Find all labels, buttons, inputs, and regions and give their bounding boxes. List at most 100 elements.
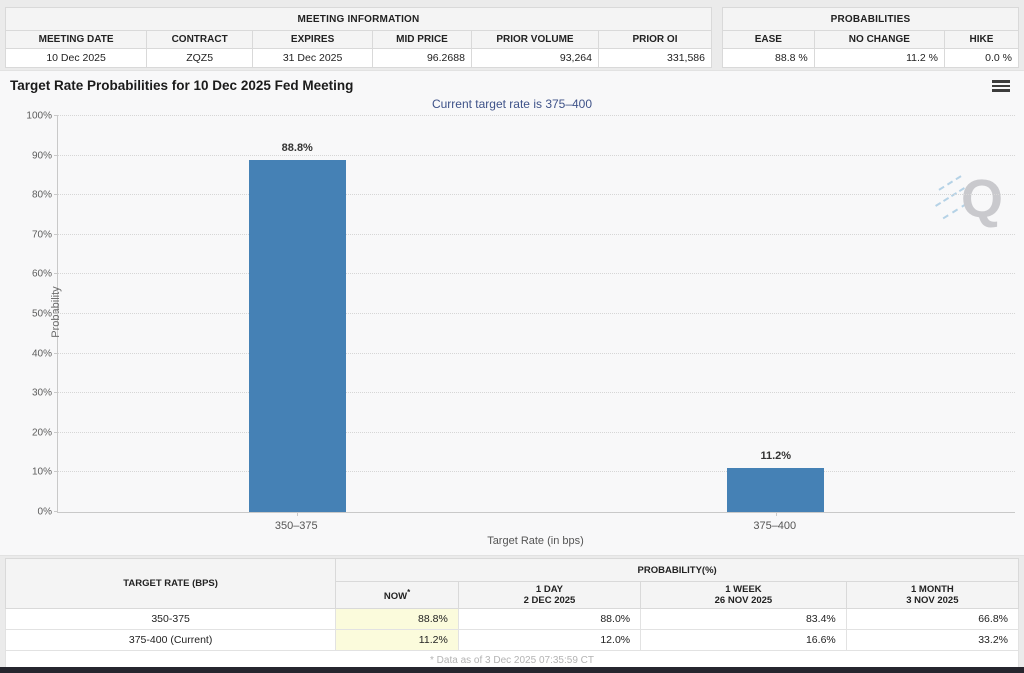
expires-value: 31 Dec 2025 [252,48,374,68]
gridline [58,431,1015,433]
target-rate-cell: 375-400 (Current) [4,629,337,651]
target-rate-chart-panel: Target Rate Probabilities for 10 Dec 202… [0,70,1024,556]
y-axis-tick-label: 0% [37,506,52,518]
x-axis-tick [775,512,777,516]
y-axis-tick [54,511,58,512]
one-day-column-header: 1 DAY 2 DEC 2025 [457,581,642,609]
x-axis-tick [297,512,299,516]
bottom-status-bar [0,667,1024,673]
gridline [58,154,1015,156]
x-axis-category-label: 375–400 [753,520,797,532]
probability-history-table: TARGET RATE (BPS) PROBABILITY(%) NOW* 1 … [4,558,1020,670]
prior-volume-value: 93,264 [470,48,600,68]
now-footnote-marker: * [407,587,411,597]
one-week-column-header: 1 WEEK 26 NOV 2025 [640,581,847,609]
now-column-header: NOW* [335,581,459,609]
y-axis-tick [54,392,58,394]
one-month-probability-cell: 66.8% [845,608,1020,630]
one-month-probability-cell: 33.2% [845,629,1020,651]
one-month-date: 3 NOV 2025 [906,595,959,606]
gridline [58,392,1015,394]
y-axis-tick-label: 70% [31,229,52,241]
now-probability-cell: 11.2% [335,629,459,651]
meeting-date-value: 10 Dec 2025 [4,48,148,68]
y-axis-tick [54,154,58,156]
x-axis-title: Target Rate (in bps) [487,535,584,547]
col-header-prior-oi: PRIOR OI [598,30,712,49]
col-header-hike: HIKE [943,30,1020,49]
meeting-information-table: MEETING INFORMATION MEETING DATE CONTRAC… [4,7,712,68]
y-axis-tick [54,233,58,235]
quikstrike-q-logo: Q [960,169,1003,229]
bar-value-label: 11.2% [760,449,792,462]
ease-value: 88.8 % [722,48,815,68]
col-header-ease: EASE [722,30,815,49]
y-axis-tick [54,313,58,314]
one-month-column-header: 1 MONTH 3 NOV 2025 [845,581,1020,609]
chart-subtitle: Current target rate is 375–400 [431,97,593,111]
table-row: 350-375 88.8% 88.0% 83.4% 66.8% [4,608,1020,630]
y-axis-tick-label: 30% [31,387,52,399]
one-week-date: 26 NOV 2025 [714,595,773,606]
meeting-information-title: MEETING INFORMATION [5,7,712,31]
y-axis-tick-label: 20% [31,427,52,439]
target-rate-cell: 350-375 [4,608,337,630]
table-row: 375-400 (Current) 11.2% 12.0% 16.6% 33.2… [4,629,1020,651]
hike-value: 0.0 % [943,48,1020,68]
one-day-date: 2 DEC 2025 [523,595,576,606]
contract-value: ZQZ5 [146,48,254,68]
x-axis-category-label: 350–375 [274,520,318,532]
y-axis-tick-label: 90% [31,150,52,162]
y-axis-tick [54,194,58,196]
one-week-probability-cell: 83.4% [640,608,847,630]
chart-plot-area: Probability Q 88.8% 11.2% [50,115,1015,516]
no-change-value: 11.2 % [813,48,945,68]
gridline [58,352,1015,354]
one-month-label: 1 MONTH [911,584,954,595]
bar-value-label: 88.8% [281,142,313,155]
probabilities-title: PROBABILITIES [722,7,1019,31]
now-probability-cell: 88.8% [335,608,459,630]
y-axis-tick [54,431,58,433]
y-axis-tick [54,115,58,116]
y-axis-title: Probability [50,286,62,338]
y-axis-tick-label: 40% [31,348,52,360]
one-week-label: 1 WEEK [725,584,762,595]
y-axis-tick-label: 80% [31,189,52,201]
mid-price-value: 96.2688 [372,48,472,68]
one-day-label: 1 DAY [535,584,564,595]
target-rate-bps-header: TARGET RATE (BPS) [4,558,337,609]
now-label: NOW [383,591,408,603]
col-header-mid-price: MID PRICE [372,30,472,49]
x-axis-category-labels: 350–375 375–400 [57,517,1014,533]
one-day-probability-cell: 12.0% [457,629,642,651]
y-axis-tick-label: 60% [31,268,52,280]
col-header-expires: EXPIRES [252,30,374,49]
col-header-prior-volume: PRIOR VOLUME [470,30,600,49]
gridline [58,313,1015,314]
chart-context-menu-icon[interactable] [992,80,1010,93]
gridline [58,471,1015,473]
probabilities-summary-table: PROBABILITIES EASE NO CHANGE HIKE 88.8 %… [722,7,1020,68]
prior-oi-value: 331,586 [598,48,712,68]
y-axis-tick-label: 50% [31,308,52,320]
probability-group-header: PROBABILITY(%) [335,558,1019,582]
gridline [58,233,1015,235]
y-axis-tick-label: 100% [26,110,52,122]
y-axis-tick-labels: 0% 10% 20% 30% 40% 50% 60% 70% 80% 90% 100% [0,111,52,518]
probability-bar-375–400[interactable] [727,467,825,512]
probability-bar-350–375[interactable] [248,160,346,512]
gridline [58,273,1015,275]
col-header-contract: CONTRACT [146,30,254,49]
one-week-probability-cell: 16.6% [640,629,847,651]
y-axis-tick [54,352,58,354]
y-axis-tick [54,471,58,473]
quikstrike-watermark: Q [935,164,1003,234]
col-header-no-change: NO CHANGE [813,30,945,49]
y-axis-tick-label: 10% [31,466,52,478]
col-header-meeting-date: MEETING DATE [4,30,148,49]
gridline [58,115,1015,116]
chart-title: Target Rate Probabilities for 10 Dec 202… [10,78,354,93]
y-axis-tick [54,273,58,275]
